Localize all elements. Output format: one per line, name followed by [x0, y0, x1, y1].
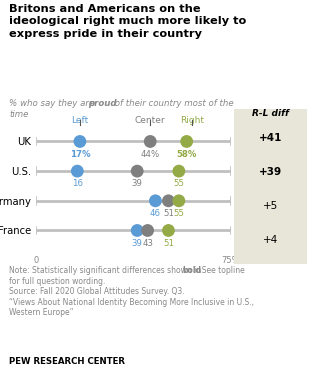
Text: Note: Statistically significant differences shown in: Note: Statistically significant differen…: [9, 266, 204, 275]
Point: [135, 228, 140, 234]
Text: Source: Fall 2020 Global Attitudes Survey. Q3.: Source: Fall 2020 Global Attitudes Surve…: [9, 287, 185, 296]
Text: Western Europe”: Western Europe”: [9, 308, 74, 317]
Point: [145, 228, 150, 234]
Text: 51: 51: [163, 209, 174, 218]
Text: +39: +39: [259, 167, 282, 177]
Text: . See topline: . See topline: [197, 266, 245, 275]
Text: +4: +4: [263, 236, 278, 245]
Text: 17%: 17%: [70, 150, 90, 159]
Point: [176, 198, 181, 204]
Point: [176, 168, 181, 174]
Text: 46: 46: [150, 209, 161, 218]
Text: % who say they are: % who say they are: [9, 99, 97, 108]
Text: R-L diff: R-L diff: [252, 109, 289, 118]
Text: 51: 51: [163, 239, 174, 248]
Text: Left: Left: [71, 116, 89, 125]
Text: bold: bold: [182, 266, 201, 275]
Point: [153, 198, 158, 204]
Text: 39: 39: [132, 239, 143, 248]
Text: Right: Right: [180, 116, 204, 125]
Text: Center: Center: [135, 116, 166, 125]
Point: [166, 228, 171, 234]
Text: 39: 39: [132, 180, 143, 189]
Text: 16: 16: [72, 180, 83, 189]
Text: +5: +5: [263, 201, 278, 211]
Point: [166, 198, 171, 204]
Point: [148, 138, 153, 144]
Point: [78, 138, 82, 144]
Text: for full question wording.: for full question wording.: [9, 277, 106, 286]
Text: of their country most of the: of their country most of the: [112, 99, 234, 108]
Point: [184, 138, 189, 144]
Text: 43: 43: [142, 239, 153, 248]
Text: proud: proud: [88, 99, 117, 108]
Text: +41: +41: [259, 133, 282, 143]
Text: PEW RESEARCH CENTER: PEW RESEARCH CENTER: [9, 357, 125, 366]
Text: Britons and Americans on the
ideological right much more likely to
express pride: Britons and Americans on the ideological…: [9, 4, 246, 39]
Text: 58%: 58%: [176, 150, 197, 159]
Text: 55: 55: [173, 180, 184, 189]
Text: 44%: 44%: [141, 150, 160, 159]
Point: [135, 168, 140, 174]
Point: [75, 168, 80, 174]
Text: time: time: [9, 110, 29, 119]
Text: “Views About National Identity Becoming More Inclusive in U.S.,: “Views About National Identity Becoming …: [9, 298, 254, 307]
Text: 55: 55: [173, 209, 184, 218]
